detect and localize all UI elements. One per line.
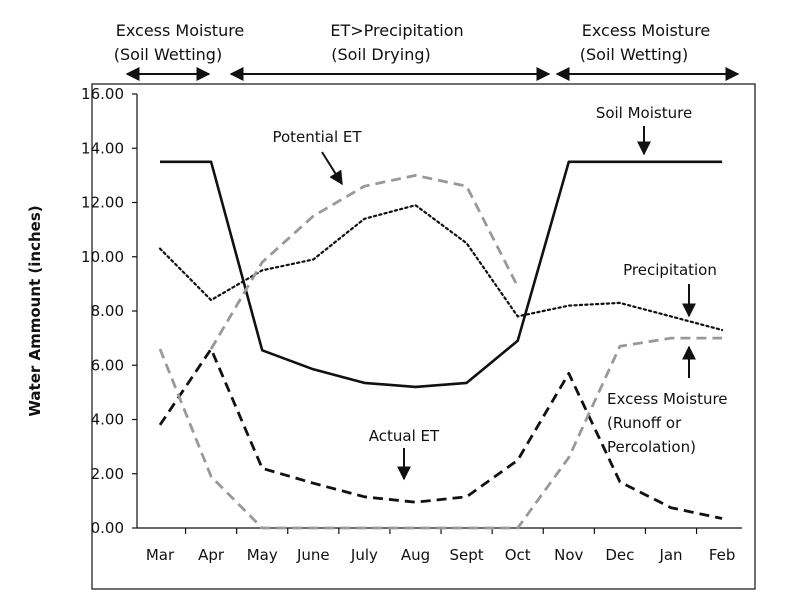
x-ticks: Mar Apr May June July Aug Sept Oct Nov Dec Jan Feb — [146, 528, 736, 564]
x-tick-label: May — [247, 546, 278, 564]
period-2-line-2: (Soil Drying) — [331, 45, 431, 64]
period-2-line-1: ET>Precipitation — [330, 21, 463, 40]
series-line-excess-moisture — [158, 336, 723, 530]
plot-annotations: Soil Moisture Potential ET Precipitation… — [272, 104, 728, 481]
period-1-line-2: (Soil Wetting) — [114, 45, 222, 64]
potential-et-arrow — [321, 151, 343, 186]
annotation-actual-et: Actual ET — [369, 427, 440, 445]
annotation-excess-moisture-line-3: Percolation) — [607, 438, 696, 456]
x-tick-label: July — [350, 546, 378, 564]
x-tick-label: Jan — [658, 546, 682, 564]
period-1-line-1: Excess Moisture — [116, 21, 245, 40]
series-layer — [158, 160, 724, 530]
series-line-potential-et — [209, 174, 519, 350]
x-tick-label: Sept — [450, 546, 484, 564]
y-tick-label: 12.00 — [81, 194, 124, 212]
x-tick-label: Nov — [554, 546, 583, 564]
series-line-soil-moisture — [160, 160, 723, 389]
y-tick-label: 6.00 — [91, 356, 124, 374]
x-tick-label: Oct — [505, 546, 531, 564]
period-annotations: Excess Moisture (Soil Wetting) ET>Precip… — [114, 21, 740, 81]
x-tick-label: June — [296, 546, 330, 564]
axes: 0.00 2.00 4.00 6.00 8.00 10.00 12.00 14.00 16.00… — [26, 85, 742, 564]
y-tick-label: 8.00 — [91, 302, 124, 320]
x-tick-label: Feb — [709, 546, 736, 564]
period-3-line-2: (Soil Wetting) — [580, 45, 688, 64]
y-axis-label: Water Ammount (inches) — [26, 205, 44, 416]
annotation-potential-et: Potential ET — [272, 128, 362, 146]
x-tick-label: Apr — [198, 546, 225, 564]
y-tick-label: 10.00 — [81, 248, 124, 266]
x-tick-label: Mar — [146, 546, 175, 564]
annotation-precipitation: Precipitation — [623, 261, 717, 279]
plot-frame — [91, 83, 756, 590]
annotation-excess-moisture-line-2: (Runoff or — [607, 414, 682, 432]
annotation-soil-moisture: Soil Moisture — [596, 104, 692, 122]
y-tick-label: 16.00 — [81, 85, 124, 103]
y-tick-label: 0.00 — [91, 519, 124, 537]
y-tick-label: 2.00 — [91, 465, 124, 483]
series-line-actual-et — [158, 347, 723, 520]
period-3-line-1: Excess Moisture — [582, 21, 711, 40]
y-ticks: 0.00 2.00 4.00 6.00 8.00 10.00 12.00 14.00 16.00 — [81, 85, 137, 537]
x-tick-label: Dec — [605, 546, 634, 564]
y-tick-label: 4.00 — [91, 411, 124, 429]
annotation-excess-moisture-line-1: Excess Moisture — [607, 390, 728, 408]
y-tick-label: 14.00 — [81, 139, 124, 157]
x-tick-label: Aug — [401, 546, 430, 564]
